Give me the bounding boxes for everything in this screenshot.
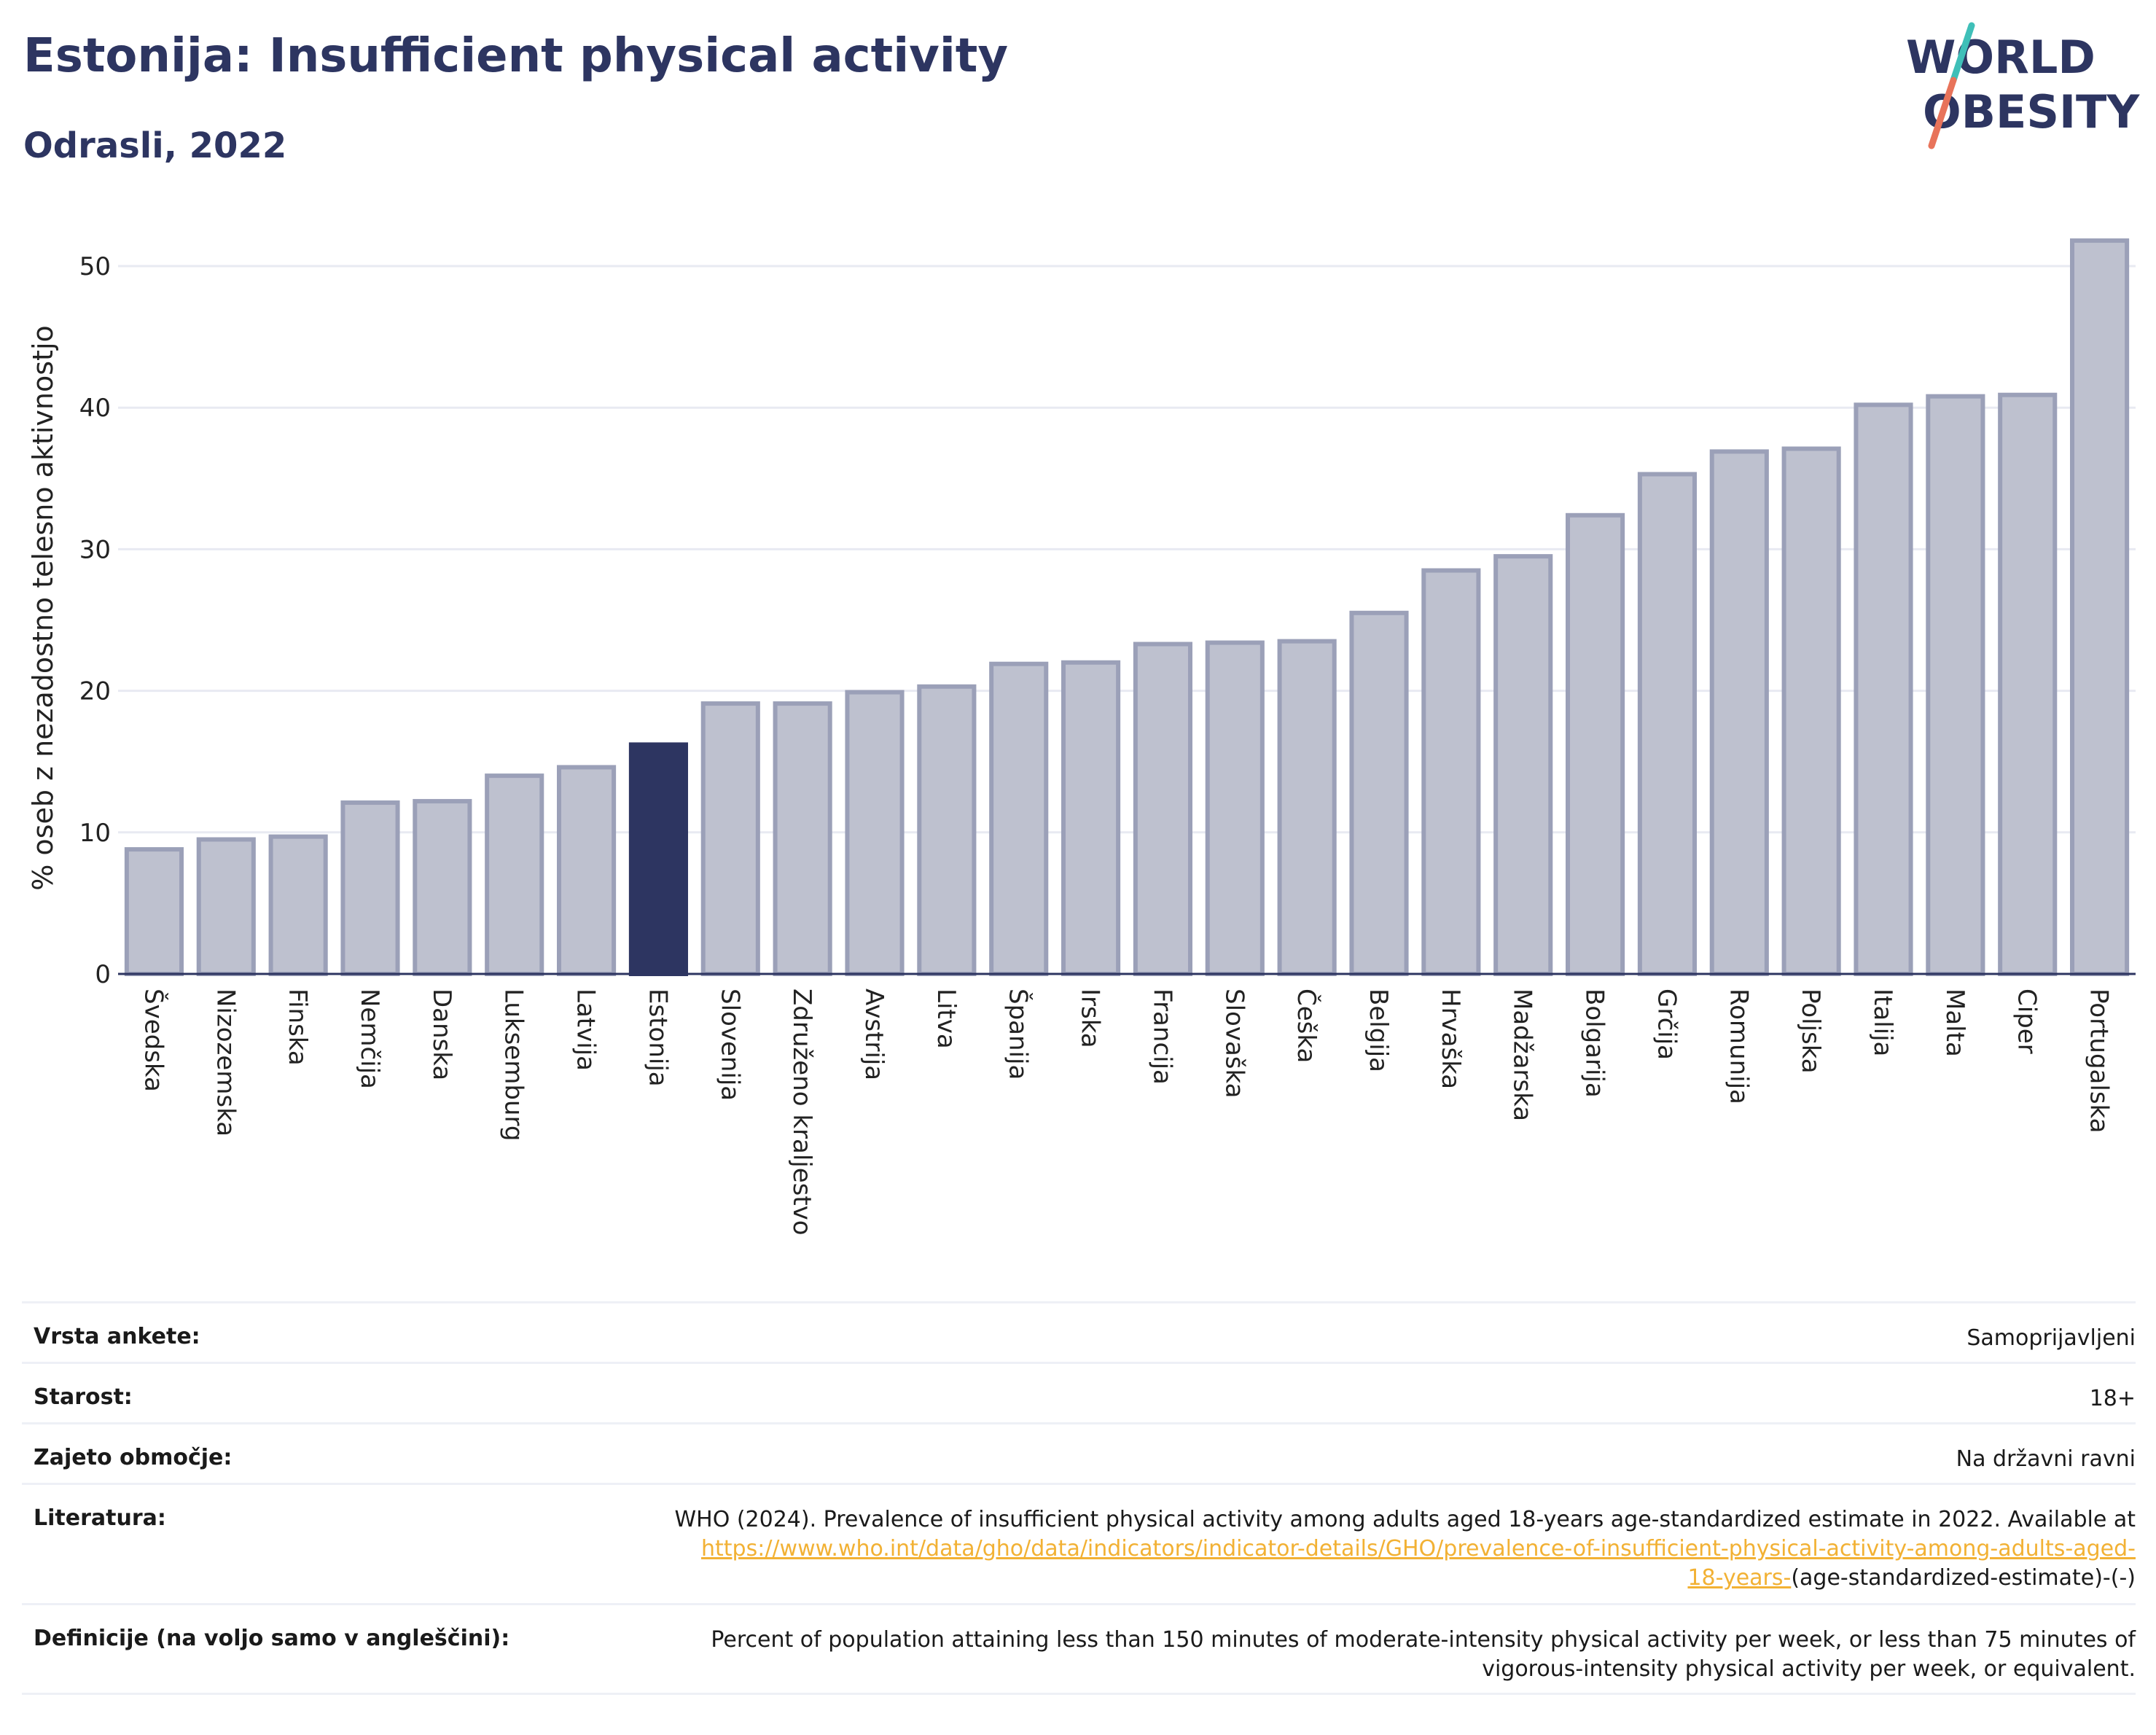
survey-type-label: Vrsta ankete: xyxy=(34,1324,200,1349)
x-category-label: Nizozemska xyxy=(211,989,240,1136)
bar-češka xyxy=(1277,639,1337,976)
definition-label: Definicije (na voljo samo v angleščini): xyxy=(34,1626,510,1651)
definition-row: Definicije (na voljo samo v angleščini):… xyxy=(22,1603,2136,1695)
bar-italija xyxy=(1854,402,1913,976)
x-category-label: Luksemburg xyxy=(499,989,528,1141)
reference-label: Literatura: xyxy=(34,1505,166,1531)
y-axis-label: % oseb z nezadostno telesno aktivnostjo xyxy=(27,325,59,891)
bar-portugalska xyxy=(2070,238,2130,976)
x-category-label: Grčija xyxy=(1652,989,1681,1060)
bar-avstrija xyxy=(845,690,905,976)
bar-francija xyxy=(1133,642,1192,976)
bar-luksemburg xyxy=(485,773,544,976)
chart-subtitle: Odrasli, 2022 xyxy=(23,125,287,166)
age-row: Starost: 18+ xyxy=(22,1362,2136,1422)
bar-estonija xyxy=(628,742,688,976)
definition-line-2: vigorous-intensity physical activity per… xyxy=(1482,1656,2136,1682)
coverage-row: Zajeto območje: Na državni ravni xyxy=(22,1422,2136,1483)
bar-romunija xyxy=(1709,449,1769,976)
bar-združeno-kraljestvo xyxy=(773,701,832,976)
logo-line-1: WORLD xyxy=(1906,31,2096,84)
y-tick-label: 40 xyxy=(79,394,111,423)
x-category-label: Češka xyxy=(1292,989,1321,1063)
y-tick-label: 0 xyxy=(95,960,111,989)
bar-poljska xyxy=(1781,446,1841,976)
definition-line-1: Percent of population attaining less tha… xyxy=(711,1627,2136,1653)
x-category-labels: Švedska Nizozemska Finska Nemčija Danska Luks… xyxy=(138,989,2113,1236)
x-category-label: Irska xyxy=(1076,989,1105,1048)
bar-danska xyxy=(413,799,472,977)
bar-latvija xyxy=(557,765,617,977)
logo-slash-top xyxy=(1950,22,1975,84)
x-category-label: Slovaška xyxy=(1219,989,1249,1098)
survey-type-row: Vrsta ankete: Samoprijavljeni xyxy=(22,1301,2136,1362)
x-category-label: Avstrija xyxy=(859,989,888,1080)
x-category-label: Portugalska xyxy=(2085,989,2114,1133)
y-tick-label: 50 xyxy=(79,252,111,281)
x-category-label: Združeno kraljestvo xyxy=(787,989,816,1236)
x-category-label: Ciper xyxy=(2012,989,2042,1054)
chart-title: Estonija: Insufficient physical activity xyxy=(23,29,1009,83)
x-category-label: Belgija xyxy=(1364,989,1393,1072)
x-category-label: Madžarska xyxy=(1508,989,1537,1121)
bar-španija xyxy=(989,661,1049,977)
x-category-label: Španija xyxy=(1004,989,1034,1080)
bar-finska xyxy=(268,834,328,976)
x-category-label: Italija xyxy=(1868,989,1897,1056)
x-category-label: Švedska xyxy=(138,989,168,1092)
reference-suffix: (age-standardized-estimate)-(-) xyxy=(1791,1565,2136,1591)
y-tick-labels: 0 10 20 30 40 50 xyxy=(79,252,111,989)
reference-link[interactable]: https://www.who.int/data/gho/data/indica… xyxy=(701,1536,2136,1562)
definition-value: Percent of population attaining less tha… xyxy=(711,1626,2136,1684)
bar-švedska xyxy=(124,847,184,976)
info-table: Vrsta ankete: Samoprijavljeni Starost: 1… xyxy=(22,1301,2136,1695)
x-category-label: Estonija xyxy=(643,989,672,1087)
y-tick-label: 30 xyxy=(79,535,111,564)
bar-slovaška xyxy=(1205,640,1265,977)
bar-litva xyxy=(917,684,977,976)
reference-link-continued[interactable]: 18-years- xyxy=(1687,1565,1792,1591)
x-category-label: Slovenija xyxy=(715,989,744,1101)
age-value: 18+ xyxy=(2089,1386,2136,1411)
logo-slash-bottom xyxy=(1928,77,1957,149)
bar-hrvaška xyxy=(1421,568,1481,976)
x-category-label: Bolgarija xyxy=(1580,989,1609,1098)
x-category-label: Danska xyxy=(427,989,456,1080)
bar-slovenija xyxy=(700,701,760,976)
y-tick-label: 20 xyxy=(79,677,111,706)
world-obesity-logo: WORLD OBESITY xyxy=(1906,22,2140,149)
coverage-value: Na državni ravni xyxy=(1956,1446,2136,1472)
reference-row: Literatura: WHO (2024). Prevalence of in… xyxy=(22,1483,2136,1603)
x-category-label: Francija xyxy=(1147,989,1176,1085)
bar-irska xyxy=(1061,660,1121,976)
bar-bolgarija xyxy=(1566,512,1625,976)
bar-ciper xyxy=(1998,392,2058,976)
x-category-label: Finska xyxy=(283,989,312,1066)
x-category-label: Nemčija xyxy=(355,989,384,1089)
x-category-label: Latvija xyxy=(571,989,601,1071)
x-category-label: Romunija xyxy=(1724,989,1753,1104)
bar-chart: 0 10 20 30 40 50 Švedska Nizozemska Finska Nemči… xyxy=(27,238,2136,1236)
x-category-label: Malta xyxy=(1940,989,1969,1057)
bars xyxy=(124,238,2130,977)
x-category-label: Litva xyxy=(931,989,961,1049)
bar-nemčija xyxy=(340,800,400,976)
bar-grčija xyxy=(1637,472,1697,976)
coverage-label: Zajeto območje: xyxy=(34,1445,233,1470)
bar-madžarska xyxy=(1493,554,1553,976)
logo-line-2: OBESITY xyxy=(1923,85,2140,139)
x-category-label: Hrvaška xyxy=(1436,989,1465,1089)
age-label: Starost: xyxy=(34,1384,133,1410)
x-category-label: Poljska xyxy=(1796,989,1825,1074)
bar-malta xyxy=(1926,394,1985,976)
reference-text: WHO (2024). Prevalence of insufficient p… xyxy=(674,1507,2136,1532)
reference-value: WHO (2024). Prevalence of insufficient p… xyxy=(674,1505,2136,1593)
y-tick-label: 10 xyxy=(79,819,111,848)
bar-nizozemska xyxy=(196,837,256,977)
survey-type-value: Samoprijavljeni xyxy=(1966,1325,2136,1351)
bar-belgija xyxy=(1349,610,1409,976)
